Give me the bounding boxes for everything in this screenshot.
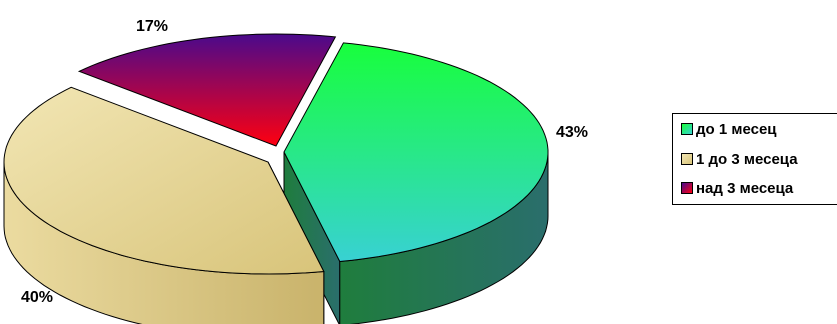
legend-label: 1 до 3 месеца bbox=[696, 150, 798, 168]
pie-slice-2 bbox=[77, 33, 337, 147]
legend-item-1-to-3-months: 1 до 3 месеца bbox=[681, 148, 798, 170]
pie-data-label-2: 17% bbox=[136, 18, 168, 35]
legend-swatch-2 bbox=[681, 182, 693, 194]
legend-swatch-0 bbox=[681, 123, 693, 135]
pie-slice-1 bbox=[3, 86, 325, 275]
pie-data-label-1: 40% bbox=[21, 289, 53, 306]
legend-swatch-1 bbox=[681, 153, 693, 165]
legend-label: до 1 месец bbox=[696, 120, 777, 138]
legend-label: над 3 месеца bbox=[696, 179, 794, 197]
legend: до 1 месец 1 до 3 месеца над 3 месеца bbox=[672, 113, 837, 205]
legend-item-over-3-months: над 3 месеца bbox=[681, 177, 793, 199]
pie-slice-0 bbox=[283, 42, 549, 263]
pie-data-label-0: 43% bbox=[556, 124, 588, 141]
legend-item-up-to-1-month: до 1 месец bbox=[681, 118, 777, 140]
